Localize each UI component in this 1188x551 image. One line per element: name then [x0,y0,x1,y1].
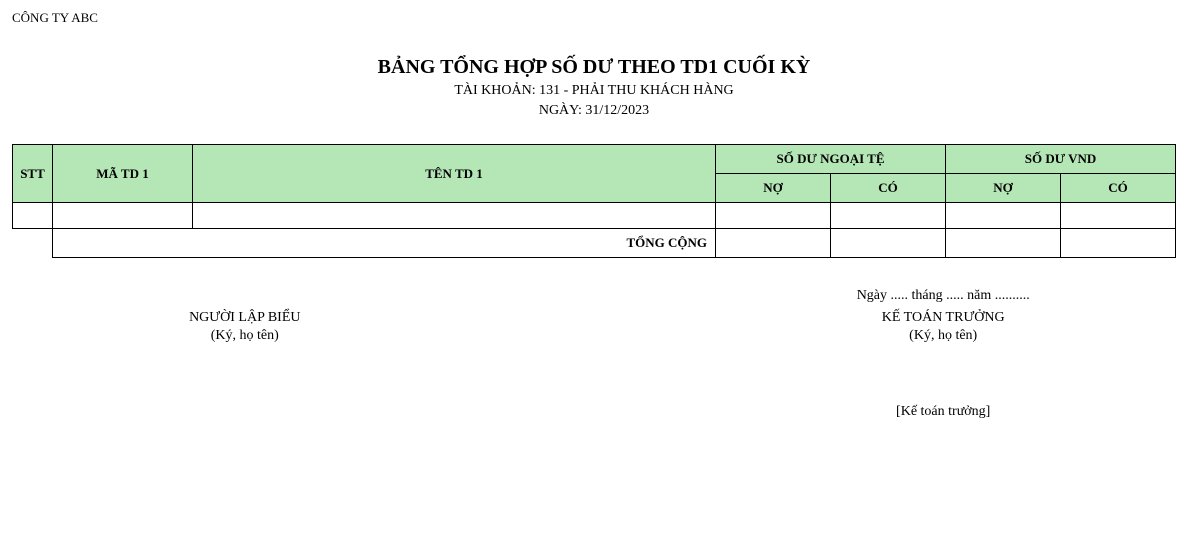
cell-vnd-co [1061,203,1176,229]
col-nt-no: NỢ [716,174,831,203]
cell-nt-co [831,203,946,229]
cell-ma [53,203,193,229]
col-vnd-no: NỢ [946,174,1061,203]
total-label: TỔNG CỘNG [53,229,716,258]
col-vnd-co: CÓ [1061,174,1176,203]
col-sodu-vnd: SỐ DƯ VND [946,145,1176,174]
col-stt: STT [13,145,53,203]
signature-left: NGƯỜI LẬP BIỂU (Ký, họ tên) [12,288,478,420]
col-ten-td1: TÊN TD 1 [193,145,716,203]
company-name: CÔNG TY ABC [12,10,1176,26]
report-title: BẢNG TỔNG HỢP SỐ DƯ THEO TD1 CUỐI KỲ [12,56,1176,79]
col-sodu-ngoaite: SỐ DƯ NGOẠI TỆ [716,145,946,174]
cell-stt [13,203,53,229]
col-nt-co: CÓ [831,174,946,203]
left-spacer [12,288,478,304]
report-date: NGÀY: 31/12/2023 [12,103,1176,119]
total-nt-no [716,229,831,258]
table-total-row: TỔNG CỘNG [13,229,1176,258]
total-vnd-no [946,229,1061,258]
report-header: BẢNG TỔNG HỢP SỐ DƯ THEO TD1 CUỐI KỲ TÀI… [12,56,1176,119]
cell-ten [193,203,716,229]
table-row [13,203,1176,229]
total-nt-co [831,229,946,258]
preparer-note: (Ký, họ tên) [12,328,478,344]
balance-table: STT MÃ TD 1 TÊN TD 1 SỐ DƯ NGOẠI TỆ SỐ D… [12,144,1176,258]
chief-accountant-name: [Kế toán trưởng] [710,404,1176,420]
preparer-role: NGƯỜI LẬP BIỂU [12,310,478,326]
signature-date-line: Ngày ..... tháng ..... năm .......... [710,288,1176,304]
cell-nt-no [716,203,831,229]
chief-accountant-note: (Ký, họ tên) [710,328,1176,344]
total-vnd-co [1061,229,1176,258]
signature-right: Ngày ..... tháng ..... năm .......... KẾ… [710,288,1176,420]
chief-accountant-role: KẾ TOÁN TRƯỞNG [710,310,1176,326]
signature-section: NGƯỜI LẬP BIỂU (Ký, họ tên) Ngày ..... t… [12,288,1176,420]
cell-vnd-no [946,203,1061,229]
col-ma-td1: MÃ TD 1 [53,145,193,203]
account-line: TÀI KHOẢN: 131 - PHẢI THU KHÁCH HÀNG [12,83,1176,99]
